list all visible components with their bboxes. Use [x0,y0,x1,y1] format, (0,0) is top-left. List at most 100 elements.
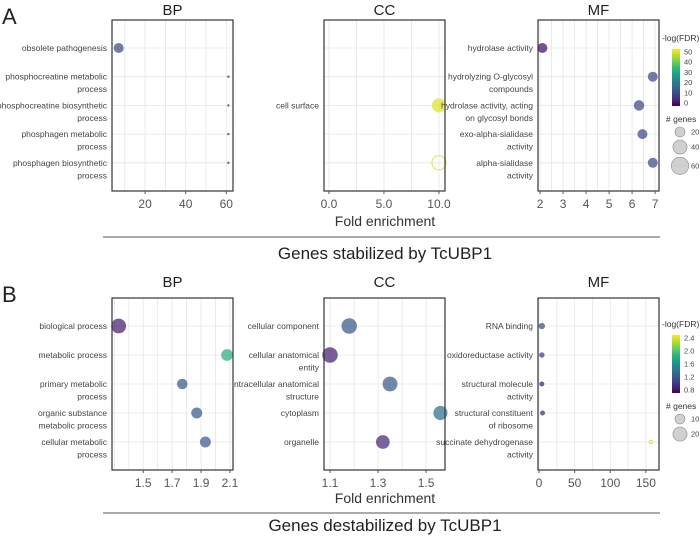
group-label: Genes destabilized by TcUBP1 [268,516,501,535]
data-point [227,75,230,78]
x-tick-label: 40 [179,197,193,211]
color-legend-label: 20 [684,78,692,87]
data-point [648,439,653,445]
category-label: activity [507,450,534,460]
data-point [433,405,448,421]
facet-bp: BP biological process metabolic process pri… [38,274,239,490]
x-tick-label: 0 [536,476,543,490]
x-tick-label: 100 [600,476,620,490]
category-label: intracellular anatomical [232,379,319,389]
category-label: hydrolase activity, acting [441,100,533,110]
category-label: cell surface [276,100,319,110]
x-tick-label: 0.0 [321,197,338,211]
x-tick-label: 20 [138,197,152,211]
category-label: organelle [284,437,319,447]
color-legend-label: 50 [684,48,692,57]
data-point [111,318,127,334]
facet-title: CC [374,2,396,19]
size-legend-label: 10 [691,415,699,424]
panel-letter: B [2,282,17,307]
category-label: of ribosome [489,421,534,431]
category-label: structural molecule [462,379,534,389]
category-label: process [77,170,107,180]
facet-title: MF [588,274,610,291]
category-label: primary metabolic [40,379,108,389]
category-label: exo-alpha-sialidase [460,129,534,139]
data-point [539,381,545,387]
data-point [227,104,230,107]
x-tick-label: 7 [652,197,659,211]
x-tick-label: 2.1 [222,476,239,490]
data-point [322,347,338,363]
facet-mf: MF hydrolase activity hydrolyzing O-glycos… [441,2,660,211]
color-legend-label: 1.6 [684,360,694,369]
size-legend-label: 60 [691,161,699,170]
color-legend-label: 0 [684,99,688,108]
data-point [540,410,546,416]
color-legend-label: 1.2 [684,373,694,382]
panel-letter: A [2,4,17,29]
color-legend-label: 10 [684,88,692,97]
category-label: alpha-sialidase [476,158,533,168]
category-label: process [77,450,107,460]
data-point [382,376,398,392]
x-axis-label: Fold enrichment [335,490,435,506]
size-legend-label: 40 [691,143,699,152]
x-axis-label: Fold enrichment [335,213,435,229]
category-label: RNA binding [486,321,534,331]
data-point [647,157,658,168]
facet-title: MF [588,2,610,19]
x-tick-label: 10.0 [427,197,451,211]
facet-cc: CC cellular component cellular anatomical e… [232,274,448,490]
category-label: process [77,113,107,123]
plot-frame [111,19,234,192]
data-point [199,436,211,448]
facet-mf: MF RNA binding oxidoreductase activity stru… [436,274,660,490]
x-tick-label: 5 [606,197,613,211]
data-point [637,129,648,140]
category-label: entity [299,363,320,373]
size-legend-label: 20 [691,430,699,439]
color-bar [672,49,680,106]
category-label: phosphocreatine biosynthetic [0,100,108,110]
x-tick-label: 6 [629,197,636,211]
data-point [227,132,230,136]
category-label: cellular component [248,321,320,331]
data-point [537,43,548,53]
size-legend-label: 20 [691,128,699,137]
facet-bp: BP obsolete pathogenesis phosphocreatine m… [0,2,234,211]
color-legend-label: 40 [684,58,692,67]
x-tick-label: 50 [568,476,582,490]
category-label: hydrolase activity [468,43,534,53]
facet-title: BP [162,2,182,19]
facet-title: CC [374,274,396,291]
group-label: Genes stabilized by TcUBP1 [278,244,492,263]
size-legend-circle [674,126,686,138]
size-legend-title: # genes [666,114,696,124]
panel-a: A BP obsolete pathogenesis phosphocreatine … [0,2,699,263]
category-label: process [77,142,107,152]
category-label: activity [507,142,534,152]
facet-cc: CC cell surface 0.0 5.0 10.0 [276,2,451,211]
x-tick-label: 5.0 [376,197,393,211]
color-legend-title: -log(FDR) [662,319,699,329]
color-legend-title: -log(FDR) [662,33,699,43]
size-legend-circle [672,139,688,155]
size-legend-title: # genes [666,401,696,411]
x-tick-label: 1.3 [370,476,387,490]
x-tick-label: 60 [220,197,234,211]
size-legend-circle [672,426,688,442]
category-label: on glycosyl bonds [465,113,533,123]
data-point [113,43,124,53]
color-bar [672,335,680,393]
color-legend-label: 30 [684,68,692,77]
category-label: succinate dehydrogenase [436,437,533,447]
category-label: compounds [489,84,533,94]
data-point [633,100,645,111]
category-label: activity [507,392,534,402]
x-tick-label: 4 [583,197,590,211]
data-point [538,322,546,330]
category-label: oxidoreductase activity [447,350,534,360]
panel-b: B BP biological process metabolic process pr… [2,274,699,535]
